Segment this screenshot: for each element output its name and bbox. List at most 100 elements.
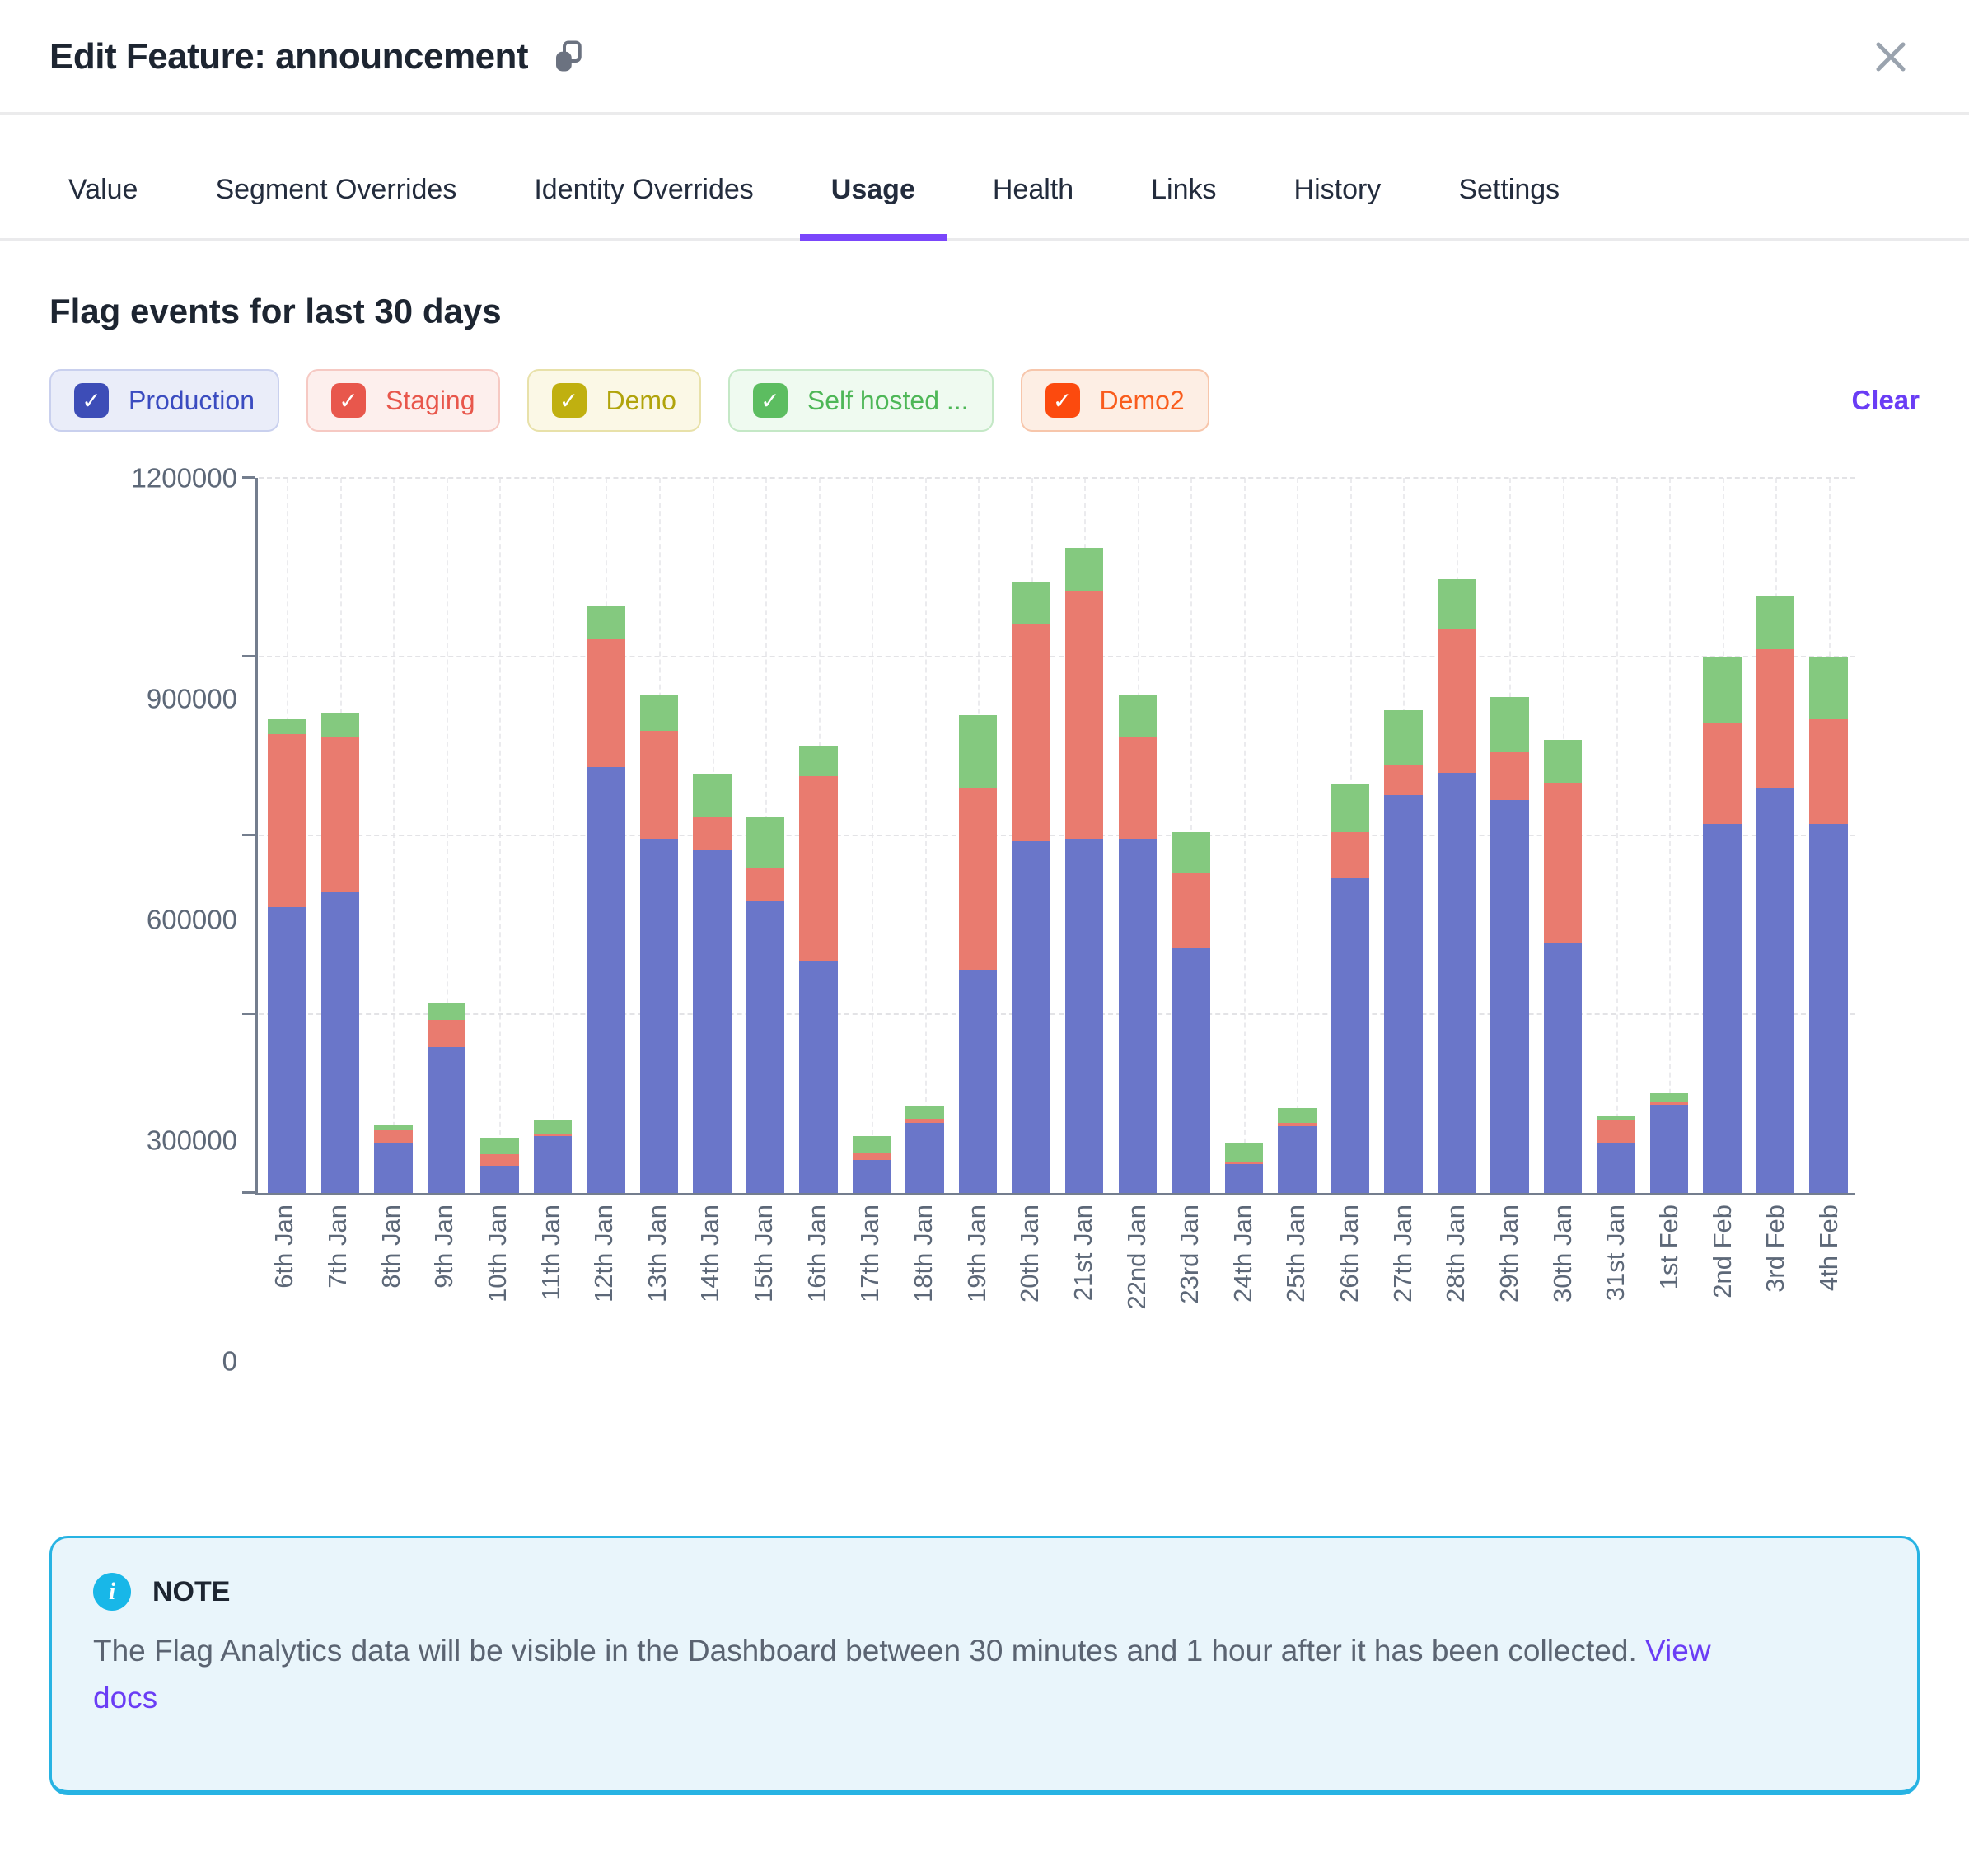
- bar-segment-staging: [533, 1133, 573, 1137]
- tab-settings[interactable]: Settings: [1458, 174, 1560, 205]
- x-axis-label: 9th Jan: [418, 1205, 471, 1361]
- x-axis-label-text: 21st Jan: [1068, 1205, 1097, 1302]
- legend-env-demo2[interactable]: ✓ Demo2: [1020, 369, 1209, 432]
- x-axis-label: 7th Jan: [311, 1205, 365, 1361]
- bar-segment-self-hosted: [958, 714, 998, 788]
- bar-segment-self-hosted: [799, 746, 838, 776]
- bar-segment-self-hosted: [1490, 697, 1529, 752]
- bar-segment-staging: [1012, 624, 1050, 842]
- tab-segment-overrides[interactable]: Segment Overrides: [215, 174, 457, 205]
- bar-segment-staging: [268, 734, 306, 907]
- stacked-bar-12th-jan: [587, 478, 625, 1193]
- stacked-bar-14th-jan: [693, 478, 732, 1193]
- tab-identity-overrides[interactable]: Identity Overrides: [534, 174, 754, 205]
- checkbox-checked-icon[interactable]: ✓: [551, 383, 587, 418]
- tab-value[interactable]: Value: [68, 174, 138, 205]
- x-axis-label-text: 20th Jan: [1015, 1205, 1045, 1303]
- legend-env-staging[interactable]: ✓ Staging: [306, 369, 500, 432]
- bar-segment-staging: [639, 731, 679, 839]
- bar-segment-production: [1278, 1126, 1317, 1193]
- bar-segment-self-hosted: [852, 1136, 891, 1153]
- bar-segment-staging: [852, 1153, 891, 1161]
- checkbox-checked-icon[interactable]: ✓: [330, 383, 366, 418]
- bar-slot-4th-feb: [1802, 478, 1855, 1193]
- bar-slot-27th-jan: [1377, 478, 1430, 1193]
- y-axis-tick-mark: [242, 834, 255, 836]
- bar-slot-10th-jan: [473, 478, 526, 1193]
- edit-feature-modal: Edit Feature: announcement Value Segment …: [0, 36, 1969, 1795]
- x-axis-label-text: 3rd Feb: [1761, 1205, 1790, 1293]
- y-axis-tick-label: 0: [222, 1345, 237, 1377]
- bar-segment-staging: [905, 1119, 944, 1123]
- x-axis-label-text: 18th Jan: [909, 1205, 938, 1303]
- x-axis-label-text: 25th Jan: [1281, 1205, 1311, 1303]
- bar-segment-staging: [1756, 649, 1795, 788]
- stacked-bar-3rd-feb: [1756, 478, 1795, 1193]
- bar-segment-production: [1172, 948, 1210, 1193]
- bar-segment-self-hosted: [1118, 694, 1157, 737]
- x-axis-label: 27th Jan: [1376, 1205, 1429, 1361]
- x-axis-label-text: 27th Jan: [1387, 1205, 1417, 1303]
- bar-segment-self-hosted: [1703, 657, 1742, 724]
- bar-segment-production: [1597, 1142, 1635, 1193]
- x-axis-label-text: 28th Jan: [1441, 1205, 1471, 1303]
- bar-slot-17th-jan: [845, 478, 899, 1193]
- bar-segment-staging: [1278, 1122, 1317, 1126]
- tab-health[interactable]: Health: [992, 174, 1074, 205]
- bar-segment-staging: [1649, 1102, 1689, 1105]
- bar-slot-18th-jan: [898, 478, 952, 1193]
- bar-segment-production: [693, 850, 732, 1193]
- note-text: The Flag Analytics data will be visible …: [93, 1634, 1637, 1668]
- x-axis-label-text: 19th Jan: [961, 1205, 991, 1303]
- tab-history[interactable]: History: [1293, 174, 1382, 205]
- x-axis-labels: 6th Jan 7th Jan 8th Jan 9th Jan 10th Jan 11th…: [258, 1205, 1855, 1361]
- x-axis-label: 19th Jan: [950, 1205, 1003, 1361]
- checkbox-checked-icon[interactable]: ✓: [752, 383, 788, 418]
- x-axis-label: 25th Jan: [1270, 1205, 1323, 1361]
- stacked-bar-25th-jan: [1278, 478, 1317, 1193]
- bar-segment-production: [905, 1122, 944, 1193]
- x-axis-label: 18th Jan: [897, 1205, 951, 1361]
- legend-env-self-hosted[interactable]: ✓ Self hosted ...: [727, 369, 994, 432]
- bar-slot-12th-jan: [579, 478, 633, 1193]
- stacked-bar-7th-jan: [320, 478, 360, 1193]
- tab-usage[interactable]: Usage: [799, 152, 947, 241]
- view-docs-link[interactable]: View docs: [93, 1634, 1711, 1715]
- horizontal-gridline: [259, 1013, 1855, 1015]
- clear-link[interactable]: Clear: [1851, 385, 1920, 415]
- bar-segment-production: [746, 901, 785, 1193]
- x-axis-label: 21st Jan: [1057, 1205, 1111, 1361]
- x-axis-label-text: 30th Jan: [1547, 1205, 1577, 1303]
- bar-segment-production: [1224, 1164, 1264, 1193]
- checkbox-checked-icon[interactable]: ✓: [1045, 383, 1080, 418]
- bar-segment-staging: [746, 868, 785, 901]
- x-axis-label-text: 10th Jan: [482, 1205, 512, 1303]
- tab-links[interactable]: Links: [1151, 174, 1217, 205]
- checkbox-checked-icon[interactable]: ✓: [74, 383, 109, 418]
- bar-segment-production: [268, 906, 306, 1193]
- bar-slot-2nd-feb: [1695, 478, 1749, 1193]
- usage-chart: 0 300000 600000 900000 1200000 6th Jan 7th Ja…: [99, 465, 1855, 1375]
- copy-icon[interactable]: [553, 40, 584, 73]
- bar-segment-self-hosted: [1331, 784, 1370, 832]
- bar-segment-production: [852, 1160, 891, 1193]
- x-axis-label-text: 16th Jan: [802, 1205, 831, 1303]
- legend-env-label: Demo: [606, 385, 676, 415]
- bar-segment-production: [533, 1136, 573, 1193]
- legend-env-production[interactable]: ✓ Production: [49, 369, 279, 432]
- x-axis-label: 13th Jan: [630, 1205, 684, 1361]
- horizontal-gridline: [259, 477, 1855, 479]
- stacked-bar-26th-jan: [1331, 478, 1370, 1193]
- note-callout: i NOTE The Flag Analytics data will be v…: [49, 1536, 1920, 1795]
- bar-segment-production: [1384, 794, 1423, 1193]
- bar-segment-production: [1543, 943, 1583, 1193]
- legend-env-demo[interactable]: ✓ Demo: [526, 369, 701, 432]
- bar-segment-self-hosted: [1278, 1107, 1317, 1123]
- bar-slot-23rd-jan: [1164, 478, 1218, 1193]
- bar-segment-self-hosted: [1809, 657, 1848, 719]
- stacked-bar-22nd-jan: [1118, 478, 1157, 1193]
- bar-segment-production: [320, 891, 360, 1193]
- close-button[interactable]: [1870, 36, 1911, 77]
- bar-slot-13th-jan: [633, 478, 686, 1193]
- x-axis-label-text: 15th Jan: [749, 1205, 779, 1303]
